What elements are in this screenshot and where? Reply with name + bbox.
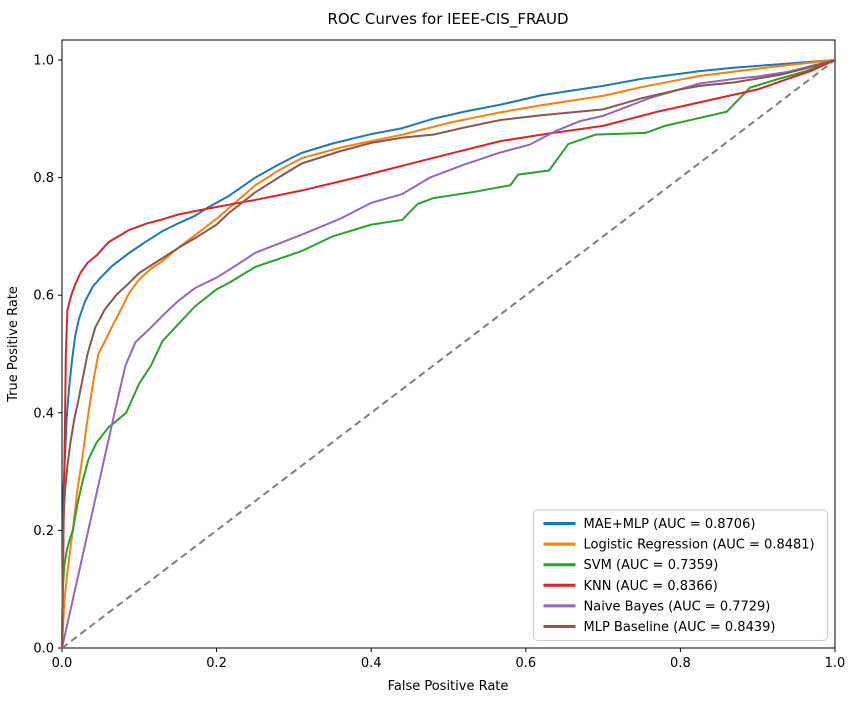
roc-curve-mae-mlp [61, 59, 836, 649]
roc-curve-naive-bayes [61, 59, 836, 649]
y-tick-label: 0.8 [33, 171, 54, 186]
y-tick-label: 0.2 [33, 524, 54, 539]
x-tick-label: 1.0 [825, 656, 846, 671]
y-axis-label: True Positive Rate [6, 286, 21, 403]
legend-entry-knn: KNN (AUC = 0.8366) [543, 579, 718, 594]
y-tick-label: 0.4 [33, 406, 54, 421]
roc-curve-logistic-regression [61, 59, 836, 649]
x-tick-label: 0.4 [361, 656, 382, 671]
roc-curve-knn [61, 59, 836, 649]
legend-entry-label: MLP Baseline (AUC = 0.8439) [584, 620, 776, 635]
legend-entry-label: MAE+MLP (AUC = 0.8706) [584, 517, 756, 532]
y-tick-label: 1.0 [33, 54, 54, 69]
x-tick-label: 0.0 [52, 656, 73, 671]
x-axis-label: False Positive Rate [388, 679, 509, 694]
chart-title: ROC Curves for IEEE-CIS_FRAUD [327, 10, 568, 29]
legend-entry-label: Logistic Regression (AUC = 0.8481) [584, 538, 815, 553]
x-tick-label: 0.6 [515, 656, 536, 671]
roc-curve-mlp-baseline [61, 59, 836, 649]
chance-diagonal-line [61, 59, 836, 649]
plot-area: 0.0 0.2 0.4 0.6 0.8 1.0 0.0 0.2 0.4 0.6 0.8 1.0 [33, 39, 846, 671]
y-tick-label: 0.0 [33, 642, 54, 657]
x-tick-label: 0.8 [670, 656, 691, 671]
axes-spines [61, 39, 836, 649]
legend-entry-label: KNN (AUC = 0.8366) [584, 579, 718, 594]
legend-entry-mlp-baseline: MLP Baseline (AUC = 0.8439) [543, 620, 776, 635]
legend-entry-mae-mlp: MAE+MLP (AUC = 0.8706) [543, 517, 756, 532]
legend-entry-naive-bayes: Naive Bayes (AUC = 0.7729) [543, 599, 771, 614]
legend-entry-label: Naive Bayes (AUC = 0.7729) [584, 599, 771, 614]
y-tick-label: 0.6 [33, 289, 54, 304]
legend-entry-label: SVM (AUC = 0.7359) [584, 558, 719, 573]
legend-entry-svm: SVM (AUC = 0.7359) [543, 558, 719, 573]
x-tick-label: 0.2 [206, 656, 227, 671]
legend: MAE+MLP (AUC = 0.8706) Logistic Regressio… [533, 509, 828, 641]
legend-box [533, 509, 828, 641]
legend-entry-logistic-regression: Logistic Regression (AUC = 0.8481) [543, 538, 815, 553]
roc-curve-svm [61, 59, 836, 649]
